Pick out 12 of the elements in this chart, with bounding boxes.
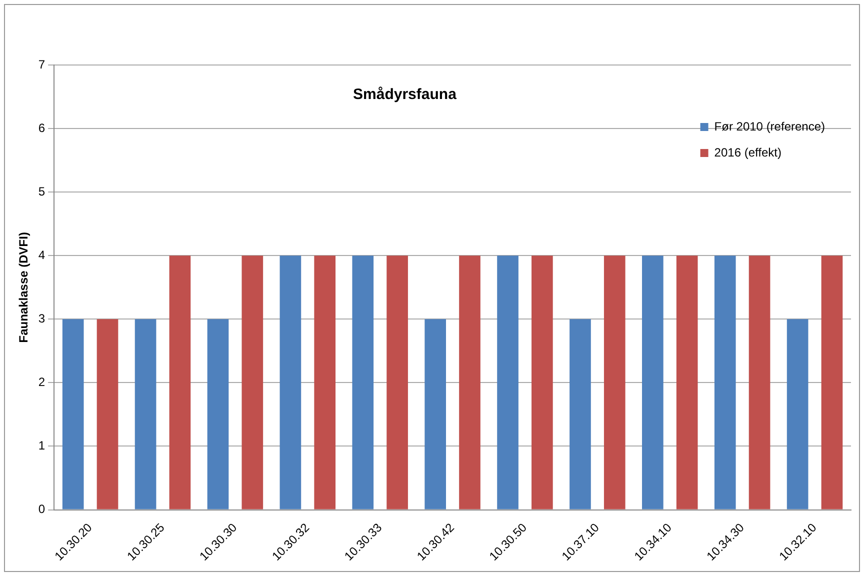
y-tick-label: 5 — [38, 184, 46, 198]
y-tick-label: 0 — [38, 502, 46, 516]
legend-label: Før 2010 (reference) — [714, 119, 826, 134]
y-tick-label: 6 — [38, 120, 46, 135]
text: Smådyrsfauna — [353, 86, 458, 104]
y-tick-label: 3 — [38, 311, 46, 326]
y-tick-label: 7 — [38, 57, 46, 72]
y-tick-label: 4 — [38, 248, 46, 262]
y-tick-label: 2 — [38, 375, 46, 390]
legend-label: 2016 (effekt) — [714, 145, 782, 160]
y-axis-title: Faunaklasse (DVFI) — [16, 232, 31, 343]
y-tick-label: 1 — [38, 438, 46, 453]
